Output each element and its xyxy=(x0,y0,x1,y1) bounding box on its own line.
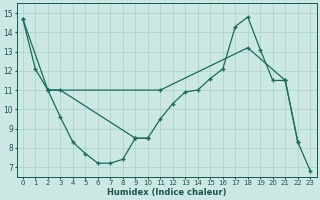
X-axis label: Humidex (Indice chaleur): Humidex (Indice chaleur) xyxy=(107,188,226,197)
